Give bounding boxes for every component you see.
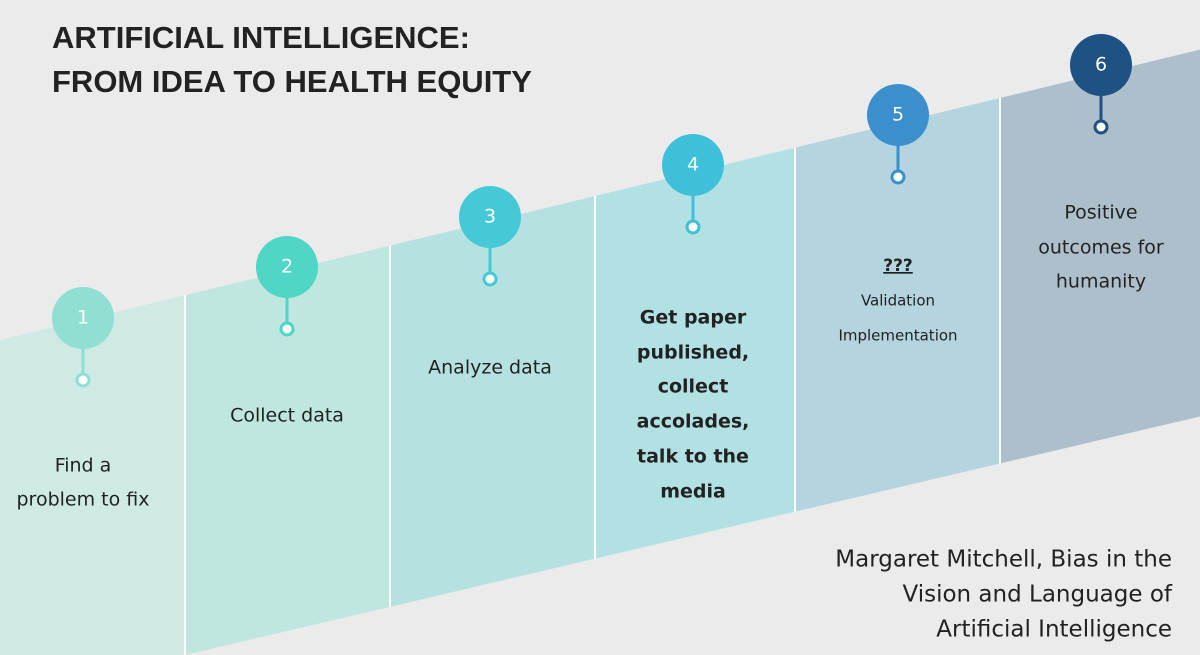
step-circle — [256, 236, 318, 298]
column — [795, 98, 1000, 512]
step-number: 3 — [484, 206, 496, 228]
steps: 1 Find a problem to fix 2 Collect data 3 Analy… — [17, 34, 1164, 511]
title-line: FROM IDEA TO HEALTH EQUITY — [52, 64, 532, 99]
band — [0, 49, 1200, 655]
stem-dot — [1093, 119, 1109, 135]
step-number: 2 — [281, 256, 293, 278]
stem-dot — [685, 219, 701, 235]
step-circle — [1070, 34, 1132, 96]
citation-line: Vision and Language of — [902, 582, 1172, 608]
step-number: 4 — [687, 154, 699, 176]
stem-dot — [482, 271, 498, 287]
citation: Margaret Mitchell, Bias in the Vision and… — [835, 547, 1173, 643]
step-label: Implementation — [838, 327, 957, 345]
stem-dot — [279, 321, 295, 337]
step-label: problem to fix — [17, 489, 150, 511]
citation-line: Artificial Intelligence — [936, 617, 1172, 643]
step-circle — [459, 186, 521, 248]
step-label: Get paper — [640, 307, 747, 329]
step-circle — [662, 134, 724, 196]
step-label: Validation — [861, 292, 935, 310]
column — [0, 295, 185, 655]
step-label: ??? — [883, 256, 913, 276]
citation-line: Margaret Mitchell, Bias in the — [835, 547, 1172, 573]
step-label: accolades, — [637, 411, 750, 433]
step-label: talk to the — [637, 446, 749, 468]
step-label: collect — [658, 376, 729, 398]
step-number: 5 — [892, 104, 904, 126]
step-number: 6 — [1095, 54, 1107, 76]
column — [595, 147, 795, 559]
stem-dot — [75, 372, 91, 388]
step-label: media — [660, 481, 726, 503]
stem-dot — [890, 169, 906, 185]
step-circle — [52, 287, 114, 349]
step-label: outcomes for — [1038, 237, 1164, 259]
step-label: Collect data — [230, 405, 344, 427]
step-number: 1 — [77, 307, 89, 329]
column — [390, 196, 595, 607]
column — [1000, 49, 1200, 464]
step-label: Analyze data — [428, 357, 552, 379]
column — [185, 245, 390, 655]
step-label: Positive — [1064, 202, 1137, 224]
step-label: Find a — [55, 455, 112, 477]
step-circle — [867, 84, 929, 146]
step-label: humanity — [1056, 271, 1146, 293]
title-line: ARTIFICIAL INTELLIGENCE: — [52, 20, 470, 55]
step-label: published, — [637, 342, 749, 364]
